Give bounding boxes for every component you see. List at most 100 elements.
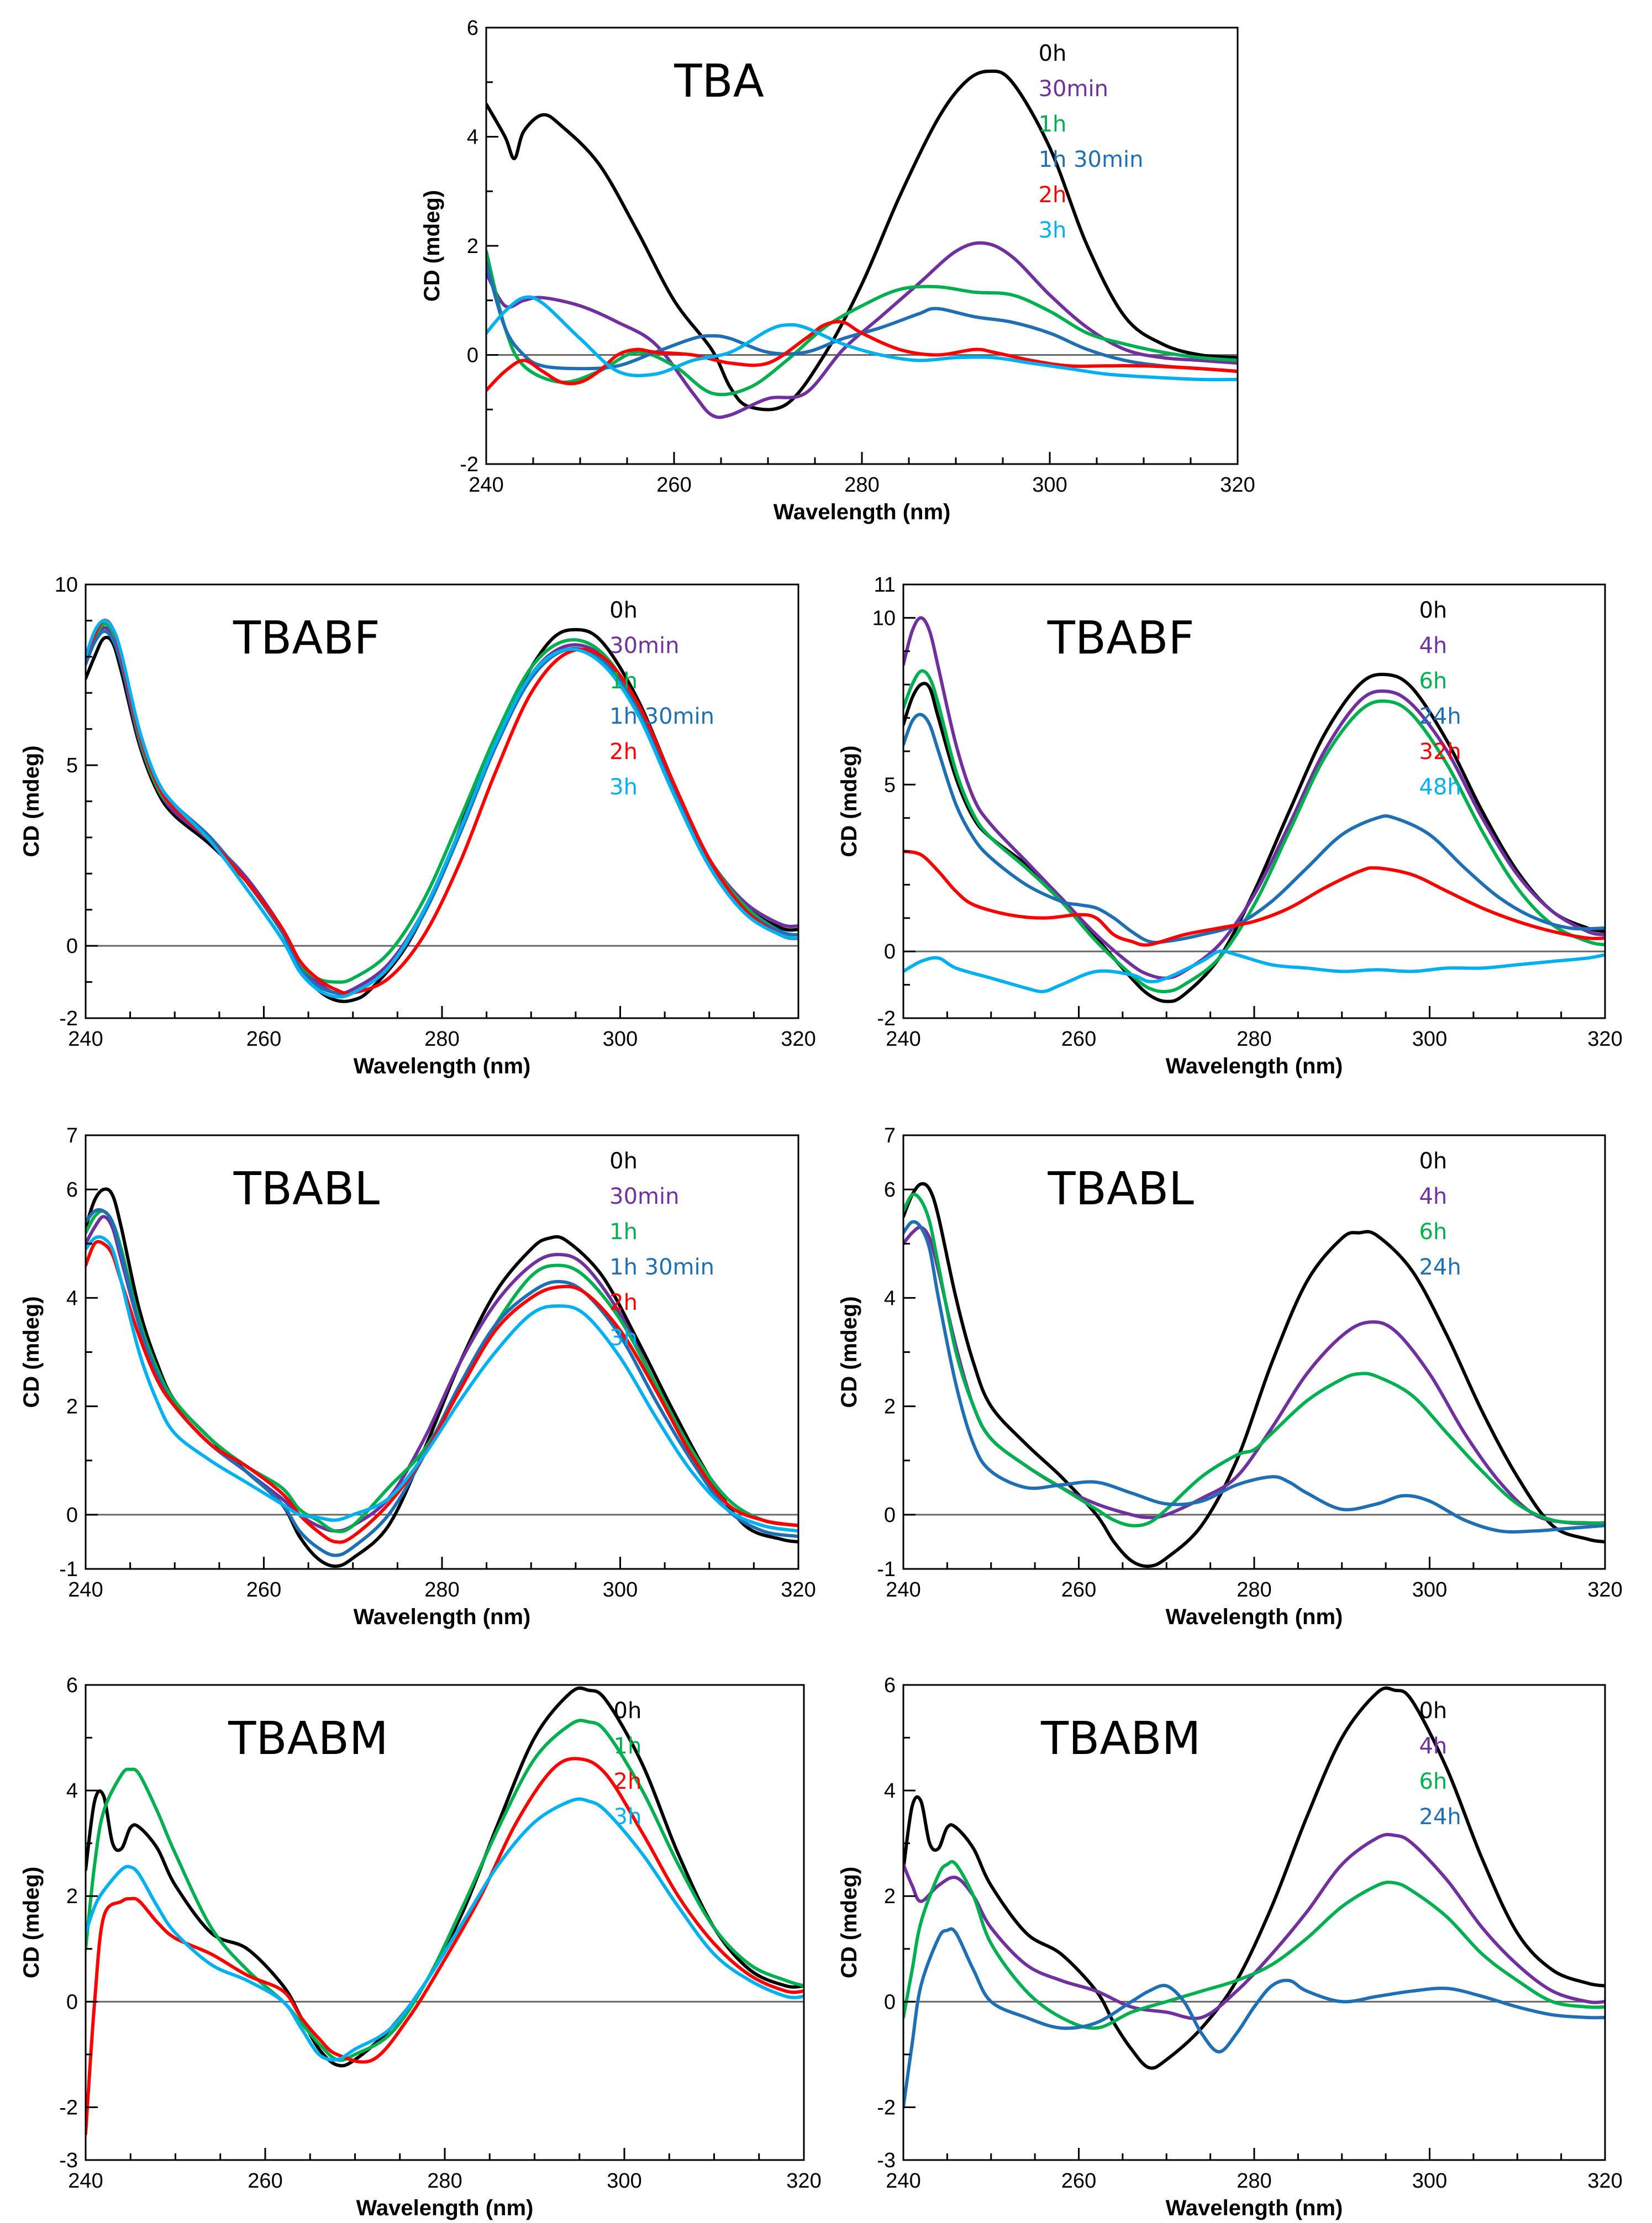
legend-entry: 0h bbox=[1419, 598, 1447, 623]
x-tick-label: 300 bbox=[1412, 1028, 1447, 1051]
series-line-2h bbox=[86, 1240, 798, 1544]
x-tick-label: 300 bbox=[607, 2169, 641, 2193]
y-tick-label: 0 bbox=[884, 1504, 896, 1527]
x-tick-label: 280 bbox=[424, 1578, 459, 1602]
x-tick-label: 300 bbox=[603, 1578, 638, 1602]
legend-entry: 1h 30min bbox=[609, 704, 714, 729]
series-line-24h bbox=[903, 1927, 1605, 2109]
x-tick-label: 280 bbox=[1237, 1028, 1271, 1051]
x-tick-label: 240 bbox=[886, 1028, 920, 1051]
x-tick-label: 280 bbox=[424, 1028, 459, 1051]
y-tick-label: 7 bbox=[66, 1124, 78, 1147]
series-line-2h bbox=[86, 1757, 804, 2136]
legend-entry: 0h bbox=[1419, 1149, 1447, 1174]
series-line-3h bbox=[86, 1797, 804, 2062]
y-tick-label: 2 bbox=[884, 1395, 896, 1419]
legend-entry: 6h bbox=[1419, 1219, 1447, 1245]
series-line-2h bbox=[486, 320, 1238, 392]
x-tick-label: 300 bbox=[603, 1028, 638, 1051]
y-tick-label: -1 bbox=[877, 1558, 896, 1581]
series-line-32h bbox=[903, 850, 1605, 947]
y-tick-label: 2 bbox=[66, 1395, 78, 1419]
legend-entry: 3h bbox=[614, 1804, 642, 1830]
y-tick-label: 6 bbox=[66, 1674, 78, 1697]
x-tick-label: 260 bbox=[656, 473, 691, 497]
y-tick-label: -2 bbox=[877, 2096, 896, 2119]
y-tick-label: 2 bbox=[467, 235, 478, 258]
series-line-48h bbox=[903, 949, 1605, 993]
x-tick-label: 240 bbox=[469, 473, 503, 497]
y-tick-label: -1 bbox=[59, 1558, 78, 1581]
y-tick-label: 6 bbox=[884, 1178, 896, 1202]
series-line-2h bbox=[86, 618, 798, 995]
panel-title: TBABM bbox=[228, 1713, 388, 1765]
y-tick-label: 6 bbox=[884, 1674, 896, 1697]
x-tick-label: 260 bbox=[1061, 2169, 1096, 2193]
x-tick-label: 300 bbox=[1032, 473, 1067, 497]
series-line-1h-30min bbox=[486, 260, 1238, 373]
series-line-1h bbox=[86, 1719, 804, 2062]
series-line-4h bbox=[903, 1832, 1605, 2020]
x-tick-label: 260 bbox=[246, 1028, 281, 1051]
legend-entry: 30min bbox=[609, 633, 679, 659]
y-axis-title: CD (mdeg) bbox=[837, 1867, 861, 1978]
legend-entry: 0h bbox=[1039, 41, 1067, 66]
x-tick-label: 260 bbox=[246, 1578, 281, 1602]
x-tick-label: 320 bbox=[1220, 473, 1255, 497]
y-axis-title: CD (mdeg) bbox=[19, 1867, 44, 1978]
legend-entry: 2h bbox=[609, 739, 638, 765]
series-line-3h bbox=[86, 1235, 798, 1533]
plot-frame bbox=[902, 583, 1606, 1019]
x-axis-title: Wavelength (nm) bbox=[1166, 1054, 1343, 1078]
series-line-1h-30min bbox=[86, 629, 798, 997]
series-line-1h-30min bbox=[86, 1208, 798, 1557]
x-axis-title: Wavelength (nm) bbox=[1166, 2196, 1343, 2220]
plot-frame bbox=[485, 27, 1239, 465]
plot-frame bbox=[85, 583, 799, 1019]
y-tick-label: 7 bbox=[884, 1124, 896, 1147]
y-tick-label: 0 bbox=[66, 935, 78, 958]
y-tick-label: 6 bbox=[66, 1178, 78, 1202]
legend-entry: 30min bbox=[609, 1184, 679, 1209]
plot-frame bbox=[902, 1134, 1606, 1570]
legend-entry: 0h bbox=[609, 1149, 638, 1174]
x-axis-title: Wavelength (nm) bbox=[356, 2196, 534, 2220]
x-tick-label: 260 bbox=[1061, 1028, 1096, 1051]
y-tick-label: 10 bbox=[872, 607, 896, 630]
legend-entry: 24h bbox=[1419, 1255, 1461, 1280]
x-tick-label: 280 bbox=[844, 473, 879, 497]
series-line-24h bbox=[903, 1220, 1605, 1534]
y-tick-label: 11 bbox=[874, 573, 896, 597]
x-tick-label: 300 bbox=[1412, 2169, 1447, 2193]
x-tick-label: 320 bbox=[781, 1028, 816, 1051]
x-tick-label: 260 bbox=[248, 2169, 282, 2193]
series-line-3h bbox=[86, 619, 798, 999]
legend-entry: 32h bbox=[1419, 739, 1461, 765]
legend-entry: 24h bbox=[1419, 1804, 1461, 1830]
legend-entry: 1h bbox=[614, 1734, 642, 1759]
y-axis-title: CD (mdeg) bbox=[837, 745, 861, 857]
y-tick-label: 0 bbox=[884, 1990, 896, 2014]
series-line-0h bbox=[903, 672, 1605, 1003]
y-axis-title: CD (mdeg) bbox=[837, 1296, 861, 1408]
series-line-6h bbox=[903, 1859, 1605, 2030]
legend-entry: 3h bbox=[609, 1325, 638, 1351]
y-tick-label: 4 bbox=[66, 1779, 78, 1803]
series-line-1h bbox=[86, 622, 798, 984]
x-tick-label: 300 bbox=[1412, 1578, 1447, 1602]
legend-entry: 4h bbox=[1419, 1734, 1447, 1759]
x-tick-label: 240 bbox=[68, 1028, 103, 1051]
series-line-0h bbox=[903, 1686, 1605, 2070]
chart-panel-7: 240 260 280 300 320 -3 -2 0 2 4 6 Wavelength (nm) CD… bbox=[837, 1674, 1623, 2220]
series-line-0h bbox=[86, 1686, 804, 2068]
y-tick-label: 5 bbox=[884, 773, 896, 797]
x-tick-label: 280 bbox=[427, 2169, 462, 2193]
y-axis-title: CD (mdeg) bbox=[19, 745, 44, 857]
y-tick-label: 0 bbox=[66, 1504, 78, 1527]
series-line-0h bbox=[86, 1187, 798, 1568]
panel-title: TBABF bbox=[233, 612, 380, 665]
legend-entry: 24h bbox=[1419, 704, 1461, 729]
panel-title: TBABL bbox=[233, 1163, 380, 1215]
y-tick-label: 2 bbox=[884, 1885, 896, 1908]
